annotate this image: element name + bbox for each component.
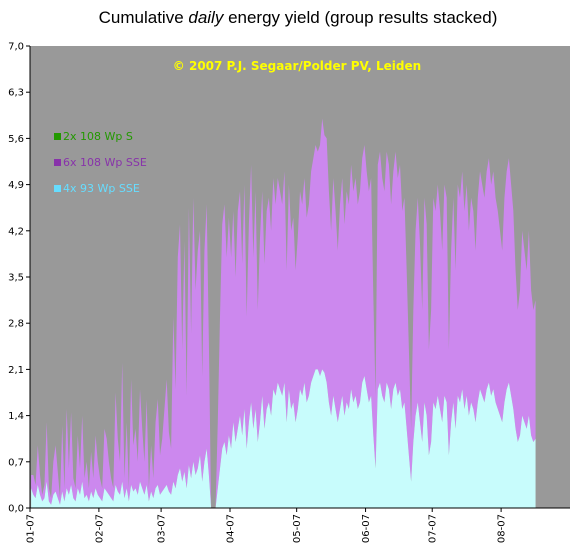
y-tick-label: 0,7 [8, 457, 24, 468]
chart-title: Cumulative daily energy yield (group res… [99, 8, 498, 27]
chart-title-emphasis: daily [188, 8, 224, 27]
y-tick-label: 3,5 [8, 273, 24, 284]
y-tick-label: 2,1 [8, 365, 24, 376]
legend-label: 2x 108 Wp S [63, 130, 133, 143]
legend-swatch [54, 185, 61, 192]
x-tick-label: 01-07 [26, 514, 37, 543]
legend: 2x 108 Wp S 6x 108 Wp SSE 4x 93 Wp SSE [54, 130, 147, 195]
y-tick-label: 6,3 [8, 88, 24, 99]
legend-label: 4x 93 Wp SSE [63, 182, 140, 195]
x-tick-label: 06-07 [361, 514, 372, 543]
x-tick-label: 03-07 [157, 514, 168, 543]
legend-swatch [54, 159, 61, 166]
x-axis: 01-07 02-07 03-07 04-07 05-07 06-07 07-07 08-07 [26, 507, 570, 543]
series-area [31, 118, 536, 508]
y-tick-label: 4,9 [8, 180, 24, 191]
y-tick-label: 1,4 [8, 411, 24, 422]
legend-item: 2x 108 Wp S [54, 130, 133, 143]
copyright-annotation: © 2007 P.J. Segaar/Polder PV, Leiden [173, 59, 421, 73]
x-tick-label: 04-07 [226, 514, 237, 543]
y-axis: 0,0 0,7 1,4 2,1 2,8 3,5 4,2 4,9 5,6 6,3 7,0 [8, 42, 31, 515]
y-tick-label: 7,0 [8, 42, 24, 53]
legend-label: 6x 108 Wp SSE [63, 156, 147, 169]
legend-item: 6x 108 Wp SSE [54, 156, 147, 169]
x-tick-label: 07-07 [428, 514, 439, 543]
series-group [31, 118, 536, 508]
legend-item: 4x 93 Wp SSE [54, 182, 140, 195]
legend-swatch [54, 133, 61, 140]
y-tick-label: 2,8 [8, 319, 24, 330]
x-tick-label: 02-07 [94, 514, 105, 543]
series-area [31, 369, 536, 508]
chart-title-prefix: Cumulative [99, 8, 189, 27]
y-tick-label: 4,2 [8, 226, 24, 237]
x-tick-label: 08-07 [497, 514, 508, 543]
y-tick-label: 5,6 [8, 134, 24, 145]
chart-title-suffix: energy yield (group results stacked) [223, 8, 497, 27]
y-tick-label: 0,0 [8, 504, 24, 515]
x-tick-label: 05-07 [292, 514, 303, 543]
